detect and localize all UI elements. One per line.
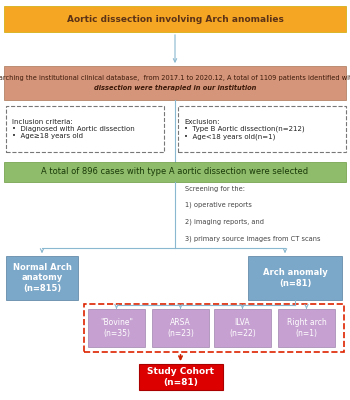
FancyBboxPatch shape xyxy=(178,106,346,152)
Text: Inclusion criteria:
•  Diagnosed with Aortic dissection
•  Age≥18 years old: Inclusion criteria: • Diagnosed with Aor… xyxy=(12,119,135,139)
FancyBboxPatch shape xyxy=(4,66,346,100)
Text: A total of 896 cases with type A aortic dissection were selected: A total of 896 cases with type A aortic … xyxy=(41,168,309,176)
FancyBboxPatch shape xyxy=(214,309,271,347)
FancyBboxPatch shape xyxy=(139,364,223,390)
Text: Aortic dissection involving Arch anomalies: Aortic dissection involving Arch anomali… xyxy=(66,14,284,24)
FancyBboxPatch shape xyxy=(152,309,209,347)
Text: Right arch
(n=1): Right arch (n=1) xyxy=(287,318,326,338)
FancyBboxPatch shape xyxy=(4,6,346,32)
FancyBboxPatch shape xyxy=(248,256,342,300)
Text: ARSA
(n=23): ARSA (n=23) xyxy=(167,318,194,338)
Text: Exclusion:
•  Type B Aortic dissection(n=212)
•  Age<18 years old(n=1): Exclusion: • Type B Aortic dissection(n=… xyxy=(184,118,304,140)
FancyBboxPatch shape xyxy=(4,162,346,182)
Text: dissection were therapied in our institution: dissection were therapied in our institu… xyxy=(94,85,256,91)
Text: "Bovine"
(n=35): "Bovine" (n=35) xyxy=(100,318,133,338)
FancyBboxPatch shape xyxy=(84,304,344,352)
FancyBboxPatch shape xyxy=(6,106,164,152)
Text: After searching the institutional clinical database,  from 2017.1 to 2020.12, A : After searching the institutional clinic… xyxy=(0,75,350,81)
Text: Study Cohort
(n=81): Study Cohort (n=81) xyxy=(147,367,214,387)
Text: Screening for the:

1) operative reports

2) imaging reports, and

3) primary so: Screening for the: 1) operative reports … xyxy=(185,186,321,242)
FancyBboxPatch shape xyxy=(88,309,145,347)
Text: Arch anomaly
(n=81): Arch anomaly (n=81) xyxy=(262,268,327,288)
Text: ILVA
(n=22): ILVA (n=22) xyxy=(229,318,256,338)
Text: Normal Arch
anatomy
(n=815): Normal Arch anatomy (n=815) xyxy=(13,263,71,293)
FancyBboxPatch shape xyxy=(278,309,335,347)
FancyBboxPatch shape xyxy=(6,256,78,300)
